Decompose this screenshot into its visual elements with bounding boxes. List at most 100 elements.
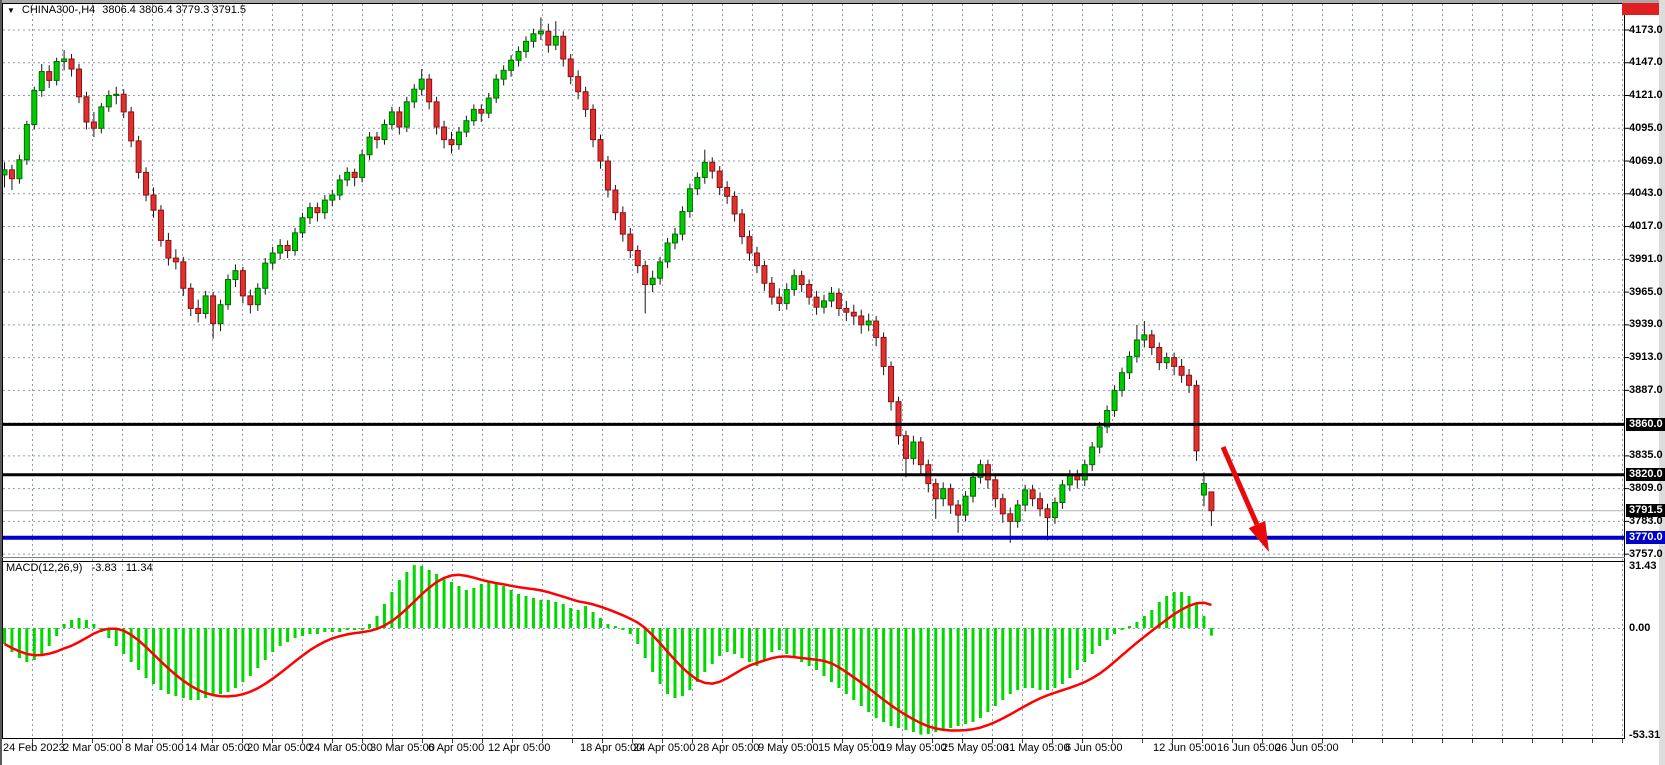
candle-body [426,78,433,103]
candle-body [1133,339,1140,357]
candle-body [657,261,664,279]
candle-body [1007,513,1014,522]
price-axis-label: 3835.0 [1629,449,1663,462]
candle-body [1051,502,1058,519]
time-axis-label: 15 May 05:00 [818,742,885,754]
candle-body [478,108,485,114]
macd-histogram-bar [360,628,364,630]
candle-body [195,307,202,314]
macd-histogram-bar [189,628,193,700]
macd-histogram-bar [330,628,334,632]
macd-histogram-bar [621,628,625,630]
candle-body [508,59,515,71]
macd-histogram-bar [427,570,431,628]
candle-body [686,188,693,212]
candle-body [984,464,991,481]
time-axis-label: 25 May 05:00 [942,742,1009,754]
macd-histogram-bar [1098,628,1102,646]
candle-body [649,277,656,286]
candle-body [821,300,827,308]
macd-histogram-bar [904,628,908,730]
price-axis-label: 3887.0 [1629,383,1663,396]
macd-histogram-bar [420,566,424,628]
candle-body [1081,464,1088,481]
candle-body [16,159,23,180]
macd-histogram-bar [785,628,789,654]
candle-body [627,233,634,251]
candle-body [38,71,45,91]
candle-body [888,365,895,403]
candle-body [672,233,678,244]
candle-body [947,488,954,506]
candle-body [1208,491,1215,512]
candle-body [232,270,239,280]
candle-body [403,101,410,128]
ohlc-values: 3806.4 3806.4 3779.3 3791.5 [102,4,247,16]
macd-histogram-bar [882,628,886,722]
candle-body [753,252,760,267]
macd-histogram-bar [889,628,893,726]
window-top-edge [0,0,1665,3]
candle-body [277,244,284,254]
macd-histogram-bar [725,628,729,652]
candle-body [411,88,418,103]
macd-main-value: -3.83 [91,562,117,574]
arrow-head[interactable] [1248,520,1269,552]
macd-histogram-bar [114,628,118,646]
macd-histogram-bar [844,628,848,694]
candle-body [165,239,172,259]
macd-histogram-bar [1016,628,1020,690]
macd-histogram-bar [47,628,51,646]
macd-histogram-bar [1038,628,1042,690]
arrow-shaft[interactable] [1220,445,1260,526]
candle-body [515,50,522,61]
candle-body [858,315,865,326]
macd-histogram-bar [464,590,468,628]
macd-histogram-bar [211,628,215,696]
chevron-down-icon[interactable]: ▼ [7,6,15,15]
macd-histogram-bar [867,628,871,712]
candle-body [530,33,537,42]
candle-body [76,68,82,98]
macd-histogram-bar [1157,602,1161,628]
candle-body [880,336,887,367]
candle-body [46,71,53,81]
macd-histogram-bar [435,574,439,628]
candle-body [210,295,217,325]
candle-body [940,488,947,500]
candle-body [455,131,462,146]
macd-histogram-bar [62,624,66,628]
price-axis-label: 3991.0 [1629,252,1663,265]
macd-histogram-bar [822,628,826,676]
macd-histogram-bar [323,628,327,632]
candle-body [8,169,15,180]
price-level-badge: 3791.5 [1626,504,1665,518]
candle-body [597,139,604,162]
time-axis-label: 24 Apr 05:00 [633,742,696,754]
macd-histogram-bar [554,602,558,628]
macd-histogram-bar [591,612,595,628]
candle-body [135,140,142,173]
macd-histogram-bar [442,578,446,628]
candle-body [999,498,1006,515]
price-axis-label: 4095.0 [1629,121,1663,134]
macd-histogram-bar [345,628,349,630]
price-axis-label: 4173.0 [1629,23,1663,36]
candle-body [724,187,731,197]
candle-body [537,30,544,35]
candle-body [381,124,388,141]
price-axis-label: 3809.0 [1629,482,1663,495]
macd-histogram-bar [241,628,245,682]
macd-histogram-bar [1023,628,1027,688]
candle-body [98,106,105,129]
candle-body [604,160,611,191]
price-axis-label: 3913.0 [1629,351,1663,364]
macd-histogram-bar [718,628,722,656]
macd-histogram-bar [204,628,208,698]
candle-body [1044,508,1051,519]
macd-histogram-bar [315,628,319,634]
time-axis-label: 28 Apr 05:00 [697,742,760,754]
candle-body [709,161,716,172]
candle-body [202,295,209,314]
